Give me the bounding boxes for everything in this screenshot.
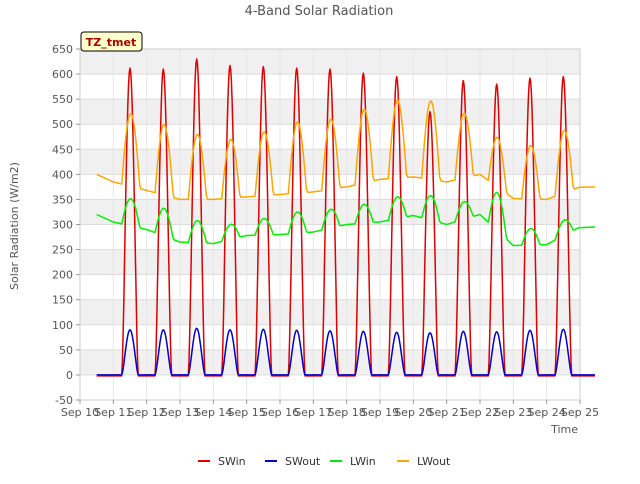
y-tick-label: 300 bbox=[52, 219, 73, 232]
y-tick-label: -50 bbox=[55, 394, 73, 407]
x-tick-label: Sep 13 bbox=[161, 406, 199, 419]
x-tick-label: Sep 18 bbox=[328, 406, 366, 419]
legend-label: SWout bbox=[285, 455, 321, 468]
x-tick-label: Sep 20 bbox=[394, 406, 432, 419]
x-tick-label: Sep 12 bbox=[128, 406, 166, 419]
x-tick-label: Sep 21 bbox=[428, 406, 466, 419]
x-axis-label: Time bbox=[550, 423, 578, 436]
plot-band bbox=[80, 249, 580, 275]
y-tick-label: 400 bbox=[52, 168, 73, 181]
x-tick-label: Sep 17 bbox=[294, 406, 332, 419]
legend: SWin SWout LWin LWout bbox=[198, 455, 451, 468]
x-tick-label: Sep 24 bbox=[528, 406, 566, 419]
site-label: TZ_tmet bbox=[86, 36, 136, 49]
y-tick-label: 500 bbox=[52, 118, 73, 131]
y-tick-label: 650 bbox=[52, 43, 73, 56]
x-tick-label: Sep 14 bbox=[194, 406, 232, 419]
x-tick-label: Sep 16 bbox=[261, 406, 299, 419]
series-line-lwout bbox=[96, 99, 596, 201]
x-tick-label: Sep 23 bbox=[494, 406, 532, 419]
x-tick-label: Sep 10 bbox=[61, 406, 99, 419]
x-tick-label: Sep 19 bbox=[361, 406, 399, 419]
legend-label: LWout bbox=[417, 455, 451, 468]
site-label-box: TZ_tmet bbox=[80, 31, 143, 52]
y-axis-ticks: -50 0 50 100 150 200 250 300 350 400 450 500 550 600 6… bbox=[52, 43, 80, 407]
y-tick-label: 200 bbox=[52, 269, 73, 282]
legend-label: SWin bbox=[218, 455, 246, 468]
legend-label: LWin bbox=[350, 455, 376, 468]
legend-item-lwout: LWout bbox=[397, 455, 451, 468]
legend-item-swout: SWout bbox=[265, 455, 321, 468]
y-tick-label: 600 bbox=[52, 68, 73, 81]
series-line-swout bbox=[96, 327, 595, 376]
plot-band bbox=[80, 199, 580, 225]
x-tick-label: Sep 25 bbox=[561, 406, 599, 419]
x-tick-label: Sep 22 bbox=[461, 406, 499, 419]
y-tick-label: 350 bbox=[52, 193, 73, 206]
y-tick-label: 450 bbox=[52, 143, 73, 156]
y-tick-label: 0 bbox=[66, 369, 73, 382]
chart-title: 4-Band Solar Radiation bbox=[245, 4, 394, 19]
y-tick-label: 150 bbox=[52, 294, 73, 307]
y-tick-label: 250 bbox=[52, 244, 73, 257]
plot-band bbox=[80, 349, 580, 375]
legend-item-swin: SWin bbox=[198, 455, 246, 468]
plot-background-bands bbox=[80, 49, 580, 375]
series-line-lwin bbox=[96, 191, 596, 247]
series-layer bbox=[96, 58, 596, 377]
y-tick-label: 50 bbox=[59, 344, 73, 357]
plot-band bbox=[80, 299, 580, 325]
y-axis-label: Solar Radiation (W/m2) bbox=[8, 162, 21, 290]
y-tick-label: 550 bbox=[52, 93, 73, 106]
y-tick-label: 100 bbox=[52, 319, 73, 332]
x-tick-label: Sep 11 bbox=[94, 406, 132, 419]
legend-item-lwin: LWin bbox=[330, 455, 376, 468]
x-tick-label: Sep 15 bbox=[228, 406, 266, 419]
plot-band bbox=[80, 149, 580, 175]
